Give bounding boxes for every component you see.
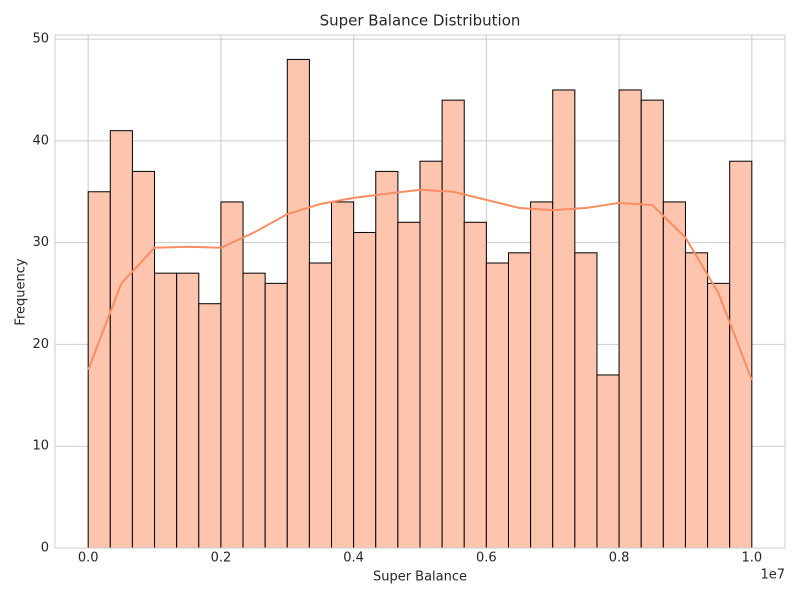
y-tick-label: 0	[41, 541, 49, 556]
x-tick-label: 0.0	[78, 551, 99, 566]
x-offset-label: 1e7	[760, 568, 785, 583]
y-tick-label: 40	[32, 133, 49, 148]
bar	[198, 303, 222, 549]
chart-title: Super Balance Distribution	[320, 12, 521, 30]
bar	[684, 252, 709, 549]
bar	[154, 272, 178, 549]
bar	[131, 170, 156, 549]
bar	[353, 231, 377, 549]
kde-line	[87, 188, 753, 381]
x-axis-label: Super Balance	[373, 570, 467, 585]
x-tick-label: 0.2	[211, 551, 232, 566]
bar	[397, 221, 421, 549]
bar	[707, 282, 731, 549]
bar	[242, 272, 266, 549]
bar	[220, 201, 244, 549]
bar	[264, 282, 288, 549]
bar	[574, 252, 598, 549]
bar	[331, 201, 355, 549]
bar	[375, 170, 399, 549]
plot-frame	[54, 34, 786, 549]
bar	[618, 89, 642, 549]
y-tick-label: 30	[32, 235, 49, 250]
bar	[419, 160, 443, 549]
bar	[640, 99, 664, 549]
bar	[176, 272, 200, 549]
bar	[109, 130, 133, 549]
bar	[308, 262, 333, 549]
bar	[729, 160, 753, 549]
bar	[463, 221, 487, 549]
bar	[441, 99, 465, 549]
bar	[507, 252, 532, 549]
bar	[662, 201, 686, 549]
y-tick-label: 10	[32, 439, 49, 454]
bar	[87, 191, 111, 549]
bar	[552, 89, 576, 549]
bar	[485, 262, 509, 549]
bar	[286, 58, 310, 549]
x-tick-label: 0.4	[343, 551, 364, 566]
y-axis-label: Frequency	[14, 258, 29, 325]
y-tick-label: 20	[32, 337, 49, 352]
bar	[530, 201, 554, 549]
x-tick-label: 0.6	[476, 551, 497, 566]
x-tick-label: 0.8	[609, 551, 630, 566]
x-tick-label: 1.0	[741, 551, 762, 566]
bar	[596, 374, 620, 549]
y-tick-label: 50	[32, 32, 49, 47]
